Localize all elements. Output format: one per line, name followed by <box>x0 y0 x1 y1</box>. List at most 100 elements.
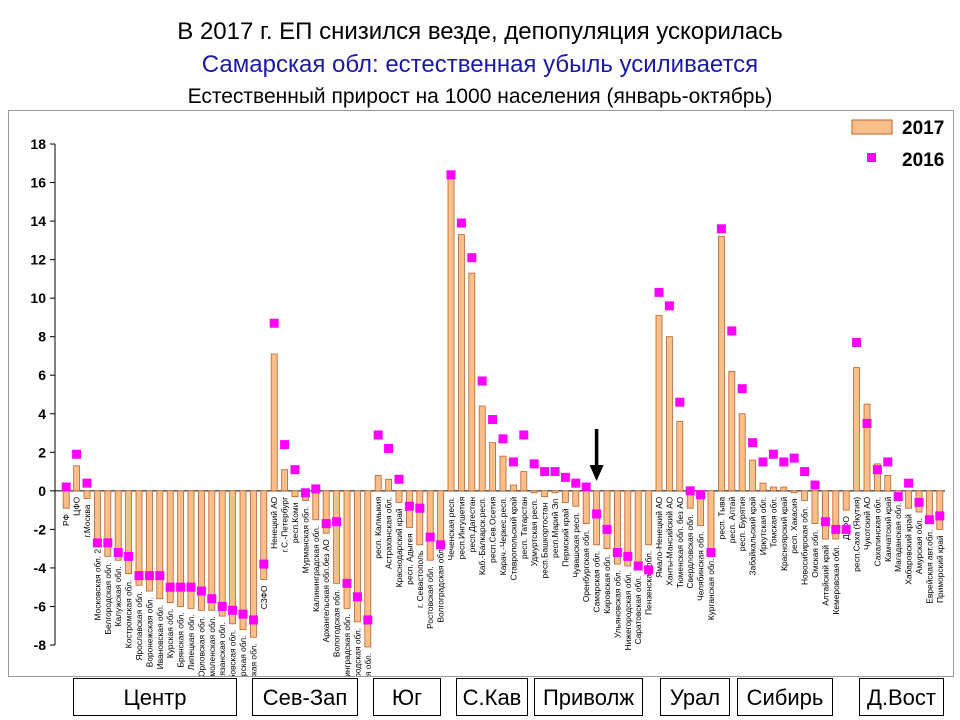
marker-2016 <box>498 434 508 444</box>
marker-2016 <box>862 418 872 428</box>
category-label: респ.Ингушетия <box>456 497 466 559</box>
category-label: ЦФО <box>72 496 82 516</box>
marker-2016 <box>477 376 487 386</box>
category-label: Сахалинская обл. <box>872 497 882 567</box>
category-label: Ивановская обл. <box>155 605 165 670</box>
category-label: Ханты-Мансийский АО <box>664 496 674 585</box>
bar-2017 <box>93 490 101 544</box>
bar-2017 <box>655 315 663 492</box>
category-label: Вологодская обл. <box>332 589 342 657</box>
bar-2017 <box>312 490 320 521</box>
bar-2017 <box>582 490 590 525</box>
category-label: Ярославская обл. <box>134 591 144 660</box>
bar-2017 <box>790 490 798 494</box>
category-label: Ненецкий АО <box>269 496 279 549</box>
bar-2017 <box>572 490 580 507</box>
bar-2017 <box>114 490 122 561</box>
marker-2016 <box>436 540 446 550</box>
marker-2016 <box>124 551 134 561</box>
marker-2016 <box>269 318 279 328</box>
bar-2017 <box>218 490 226 617</box>
bar-2017 <box>676 421 684 492</box>
y-tick-label: 4 <box>38 406 46 422</box>
marker-2016 <box>581 482 591 492</box>
marker-2016 <box>425 532 435 542</box>
marker-2016 <box>363 615 373 625</box>
category-label: Ямало-Ненецкий АО <box>654 496 664 577</box>
marker-2016 <box>113 548 123 558</box>
marker-2016 <box>841 524 851 534</box>
marker-2016 <box>404 501 414 511</box>
category-label: Белгородская обл. <box>103 562 113 634</box>
y-tick-label: -6 <box>34 598 47 614</box>
bar-2017 <box>811 490 819 525</box>
bar-2017 <box>832 490 840 540</box>
bar-2017 <box>801 490 809 501</box>
category-label: Красноярский край <box>779 497 789 571</box>
marker-2016 <box>872 465 882 475</box>
y-tick-label: 0 <box>38 483 46 499</box>
category-label: Ростовская обл. <box>425 566 435 629</box>
category-label: Калужская обл. <box>113 566 123 626</box>
bar-2017 <box>208 490 216 611</box>
category-label: Кемеровская обл. <box>831 545 841 614</box>
region-box-fareast: Д.Вост <box>859 678 944 716</box>
bar-2017 <box>645 490 653 546</box>
marker-2016 <box>134 571 144 581</box>
y-tick-label: -8 <box>34 637 47 653</box>
bar-2017 <box>863 403 871 492</box>
marker-2016 <box>685 486 695 496</box>
category-label: Ульяновская обл. <box>612 570 622 638</box>
category-label: респ. Адыгея <box>404 533 414 584</box>
category-label: Тульская обл. <box>248 643 258 676</box>
category-label: Камчатский край <box>883 497 893 562</box>
bar-2017 <box>156 490 164 600</box>
bar-2017 <box>364 490 372 648</box>
marker-2016 <box>675 397 685 407</box>
marker-2016 <box>737 384 747 394</box>
category-label: Хабаровский край <box>904 514 914 585</box>
marker-2016 <box>602 524 612 534</box>
bar-2017 <box>530 490 538 494</box>
bar-2017 <box>416 490 424 546</box>
bar-2017 <box>353 490 361 623</box>
category-label: респ. Тыва <box>716 497 726 540</box>
y-tick-label: 6 <box>38 367 46 383</box>
category-label: Челябинская обл. <box>696 532 706 601</box>
y-tick-label: 18 <box>30 136 46 152</box>
category-label: РФ <box>61 514 71 526</box>
region-box-volga: Приволж <box>534 678 643 716</box>
marker-2016 <box>508 457 518 467</box>
category-label: Нижегородская обл. <box>623 572 633 650</box>
marker-2016 <box>831 524 841 534</box>
bar-2017 <box>478 405 486 492</box>
category-label: Курганская обл. <box>706 559 716 621</box>
bar-2017 <box>728 370 736 492</box>
category-label: Ленинградская обл. <box>342 614 352 676</box>
marker-2016 <box>696 490 706 500</box>
marker-2016 <box>758 457 768 467</box>
category-label: Тюменская обл. без АО <box>675 496 685 588</box>
marker-2016 <box>852 337 862 347</box>
marker-2016 <box>228 605 238 615</box>
y-tick-label: 10 <box>30 290 46 306</box>
bar-2017 <box>884 475 892 492</box>
marker-2016 <box>748 438 758 448</box>
bar-2017 <box>603 490 611 550</box>
marker-2016 <box>176 582 186 592</box>
chart-frame: -8 -6 -4 -2 0 2 4 6 8 10 12 14 16 18 РФ ЦФО г.Москва Моск… <box>8 110 954 677</box>
marker-2016 <box>155 571 165 581</box>
bar-2017 <box>665 336 673 492</box>
y-tick-label: 16 <box>30 175 46 191</box>
bar-2017 <box>197 490 205 611</box>
bar-2017 <box>457 234 465 492</box>
marker-2016 <box>716 224 726 234</box>
region-box-centre: Центр <box>73 678 237 716</box>
bar-2017 <box>291 490 299 498</box>
category-label: Московская обл. 2 <box>92 549 102 621</box>
region-box-ncaucasus: С.Кав <box>456 678 528 716</box>
marker-2016 <box>727 326 737 336</box>
bar-2017 <box>125 490 133 575</box>
bar-2017 <box>489 442 497 492</box>
